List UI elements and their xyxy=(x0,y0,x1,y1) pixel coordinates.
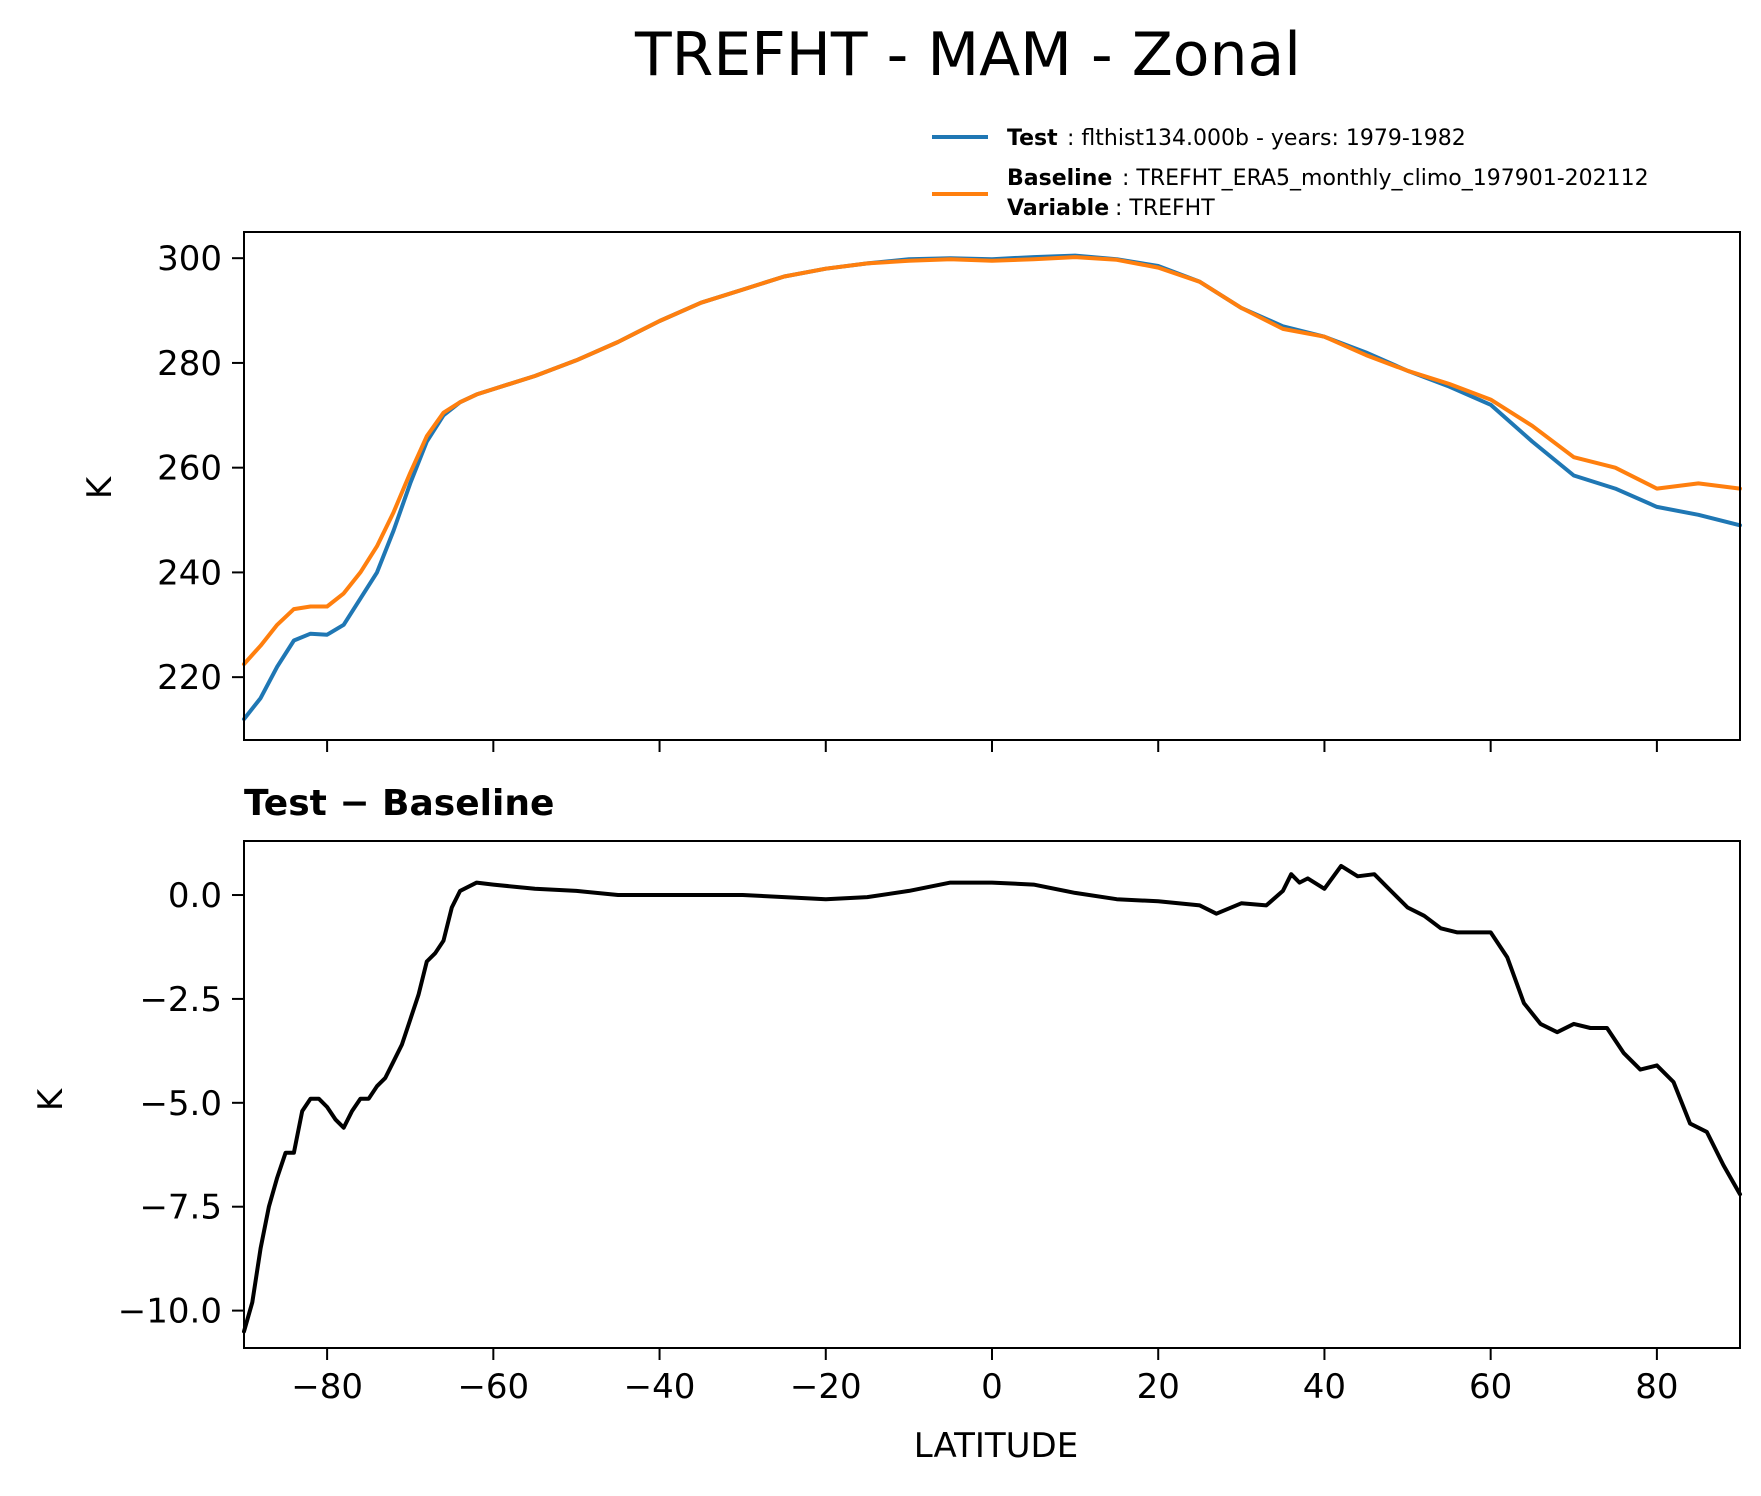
diff-panel-title: Test − Baseline xyxy=(244,783,554,824)
series-line-test-baseline xyxy=(242,863,1742,1334)
series-line-test xyxy=(242,253,1742,722)
y-tick-label: −10.0 xyxy=(118,1292,222,1332)
y-tick-label: 300 xyxy=(157,239,222,279)
bottom-panel: Test − Baseline −10.0 −7.5 −5.0 −2.5 0.0 −80… xyxy=(31,783,1742,1466)
x-tick-label: −20 xyxy=(790,1367,862,1407)
series-line-baseline xyxy=(242,255,1742,667)
x-tick-label: −40 xyxy=(624,1367,696,1407)
x-axis-label: LATITUDE xyxy=(914,1426,1078,1466)
legend-baseline-text: : TREFHT_ERA5_monthly_climo_197901-20211… xyxy=(1122,166,1649,191)
y-tick-label: 240 xyxy=(157,553,222,593)
y-tick-label: 260 xyxy=(157,449,222,489)
x-tick-label: −80 xyxy=(291,1367,363,1407)
x-tick-label: 80 xyxy=(1635,1367,1678,1407)
y-tick-label: 280 xyxy=(157,344,222,384)
top-x-ticks xyxy=(326,740,1658,752)
bottom-series xyxy=(242,863,1742,1334)
y-tick-label: 220 xyxy=(157,658,222,698)
top-series xyxy=(242,253,1742,722)
x-tick-label: 60 xyxy=(1469,1367,1512,1407)
legend-variable-text: : TREFHT xyxy=(1115,196,1215,221)
legend: Test : flthist134.000b - years: 1979-198… xyxy=(932,126,1649,221)
bottom-y-ticks: −10.0 −7.5 −5.0 −2.5 0.0 xyxy=(118,876,244,1332)
legend-baseline-key: Baseline xyxy=(1007,166,1112,191)
y-tick-label: 0.0 xyxy=(168,876,222,916)
top-axes-frame xyxy=(243,231,1741,741)
top-panel: 220 240 260 280 300 K xyxy=(80,231,1742,752)
legend-test-key: Test xyxy=(1007,126,1058,151)
y-tick-label: −7.5 xyxy=(139,1188,222,1228)
figure-title: TREFHT - MAM - Zonal xyxy=(634,20,1301,90)
legend-test-text: : flthist134.000b - years: 1979-1982 xyxy=(1067,126,1466,151)
y-tick-label: −2.5 xyxy=(139,980,222,1020)
legend-variable-key: Variable xyxy=(1007,196,1109,221)
x-tick-label: −60 xyxy=(457,1367,529,1407)
top-y-axis-label: K xyxy=(80,475,120,499)
bottom-axes-frame xyxy=(243,840,1741,1349)
top-y-ticks: 220 240 260 280 300 xyxy=(157,239,244,698)
y-tick-label: −5.0 xyxy=(139,1084,222,1124)
x-tick-label: 0 xyxy=(981,1367,1003,1407)
bottom-x-ticks: −80 −60 −40 −20 0 20 40 60 80 xyxy=(291,1348,1679,1407)
bottom-y-axis-label: K xyxy=(31,1087,71,1111)
x-tick-label: 40 xyxy=(1303,1367,1346,1407)
x-tick-label: 20 xyxy=(1137,1367,1180,1407)
